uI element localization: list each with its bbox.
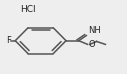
Text: HCl: HCl: [20, 5, 36, 14]
Text: F: F: [6, 36, 11, 45]
Text: O: O: [88, 40, 95, 49]
Text: NH: NH: [88, 26, 100, 35]
